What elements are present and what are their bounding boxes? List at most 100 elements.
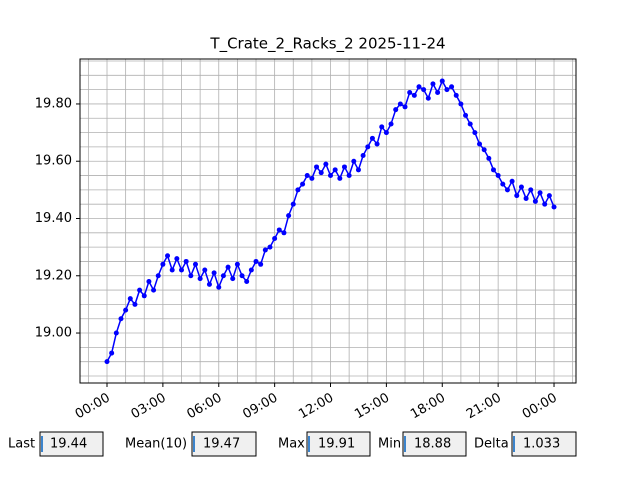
x-tick-label: 15:00 <box>352 391 392 423</box>
data-point <box>286 213 292 219</box>
plot-frame <box>79 58 577 384</box>
data-point <box>197 276 203 282</box>
y-tick-label: 19.00 <box>35 326 72 341</box>
data-point <box>472 130 478 136</box>
data-point <box>151 287 157 293</box>
x-tick-label: 00:00 <box>73 391 113 423</box>
data-point <box>532 198 538 204</box>
data-point <box>314 164 320 170</box>
data-point <box>281 230 287 236</box>
data-point <box>439 78 445 84</box>
data-point <box>109 350 115 356</box>
data-point <box>346 173 352 179</box>
data-point <box>351 158 357 164</box>
data-point <box>272 236 278 242</box>
data-point <box>397 101 403 107</box>
data-point <box>458 101 464 107</box>
data-point <box>546 193 552 199</box>
data-point <box>127 296 133 302</box>
data-point <box>355 167 361 173</box>
data-point <box>113 330 119 336</box>
data-point <box>137 287 143 293</box>
x-tick-label: 09:00 <box>240 391 280 423</box>
data-point <box>323 161 329 167</box>
data-point <box>276 227 282 233</box>
data-point <box>309 175 315 181</box>
data-point <box>160 261 166 267</box>
data-point <box>234 261 240 267</box>
data-point <box>374 141 380 147</box>
data-point <box>290 201 296 207</box>
data-point <box>369 135 375 141</box>
data-point <box>132 301 138 307</box>
data-point <box>239 273 245 279</box>
data-point <box>300 181 306 187</box>
data-point <box>211 270 217 276</box>
data-point <box>444 87 450 93</box>
data-point <box>411 92 417 98</box>
data-point <box>425 95 431 101</box>
stat-box[interactable] <box>511 431 577 457</box>
data-point <box>328 173 334 179</box>
data-point <box>202 267 208 273</box>
x-tick-label: 18:00 <box>408 391 448 423</box>
stat-label: Mean(10) <box>125 437 187 452</box>
stat-value: 19.91 <box>318 437 355 452</box>
stat-box[interactable] <box>306 431 371 457</box>
data-point <box>341 164 347 170</box>
stat-value: 18.88 <box>414 437 451 452</box>
stats-bar: Last 19.44 Mean(10) 19.47 Max 19.91 Min … <box>8 431 577 457</box>
data-point <box>500 181 506 187</box>
data-point <box>206 281 212 287</box>
stat-label: Max <box>278 437 305 452</box>
data-point <box>216 284 222 290</box>
data-point <box>118 316 124 322</box>
x-tick-label: 06:00 <box>185 391 225 423</box>
data-point <box>537 190 543 196</box>
stat-value: 19.44 <box>50 437 87 452</box>
stat-label: Last <box>8 437 35 452</box>
chart-title: T_Crate_2_Racks_2 2025-11-24 <box>209 35 445 54</box>
data-point <box>379 124 385 130</box>
data-point <box>165 253 171 259</box>
data-point <box>123 307 129 313</box>
data-point <box>244 278 250 284</box>
y-tick-label: 19.80 <box>35 96 72 111</box>
data-point <box>407 90 413 96</box>
data-point <box>416 84 422 90</box>
data-point <box>262 247 268 253</box>
data-point <box>360 152 366 158</box>
data-point <box>514 193 520 199</box>
x-tick-label: 21:00 <box>464 391 504 423</box>
data-point <box>318 170 324 176</box>
x-tick-label: 12:00 <box>296 391 336 423</box>
y-tick-label: 19.20 <box>35 268 72 283</box>
data-point <box>179 267 185 273</box>
data-point <box>169 267 175 273</box>
data-point <box>188 273 194 279</box>
data-point <box>490 167 496 173</box>
stat-label: Delta <box>474 437 509 452</box>
data-point <box>551 204 557 210</box>
stat-value: 19.47 <box>203 437 240 452</box>
data-point <box>104 359 110 365</box>
data-point <box>542 201 548 207</box>
data-point <box>504 187 510 193</box>
data-point <box>248 267 254 273</box>
y-tick-label: 19.60 <box>35 154 72 169</box>
data-point <box>155 273 161 279</box>
data-point <box>495 173 501 179</box>
stat-box[interactable] <box>191 431 257 457</box>
data-point <box>141 293 147 299</box>
data-point <box>481 147 487 153</box>
stat-box[interactable] <box>402 431 467 457</box>
data-point <box>174 256 180 262</box>
data-point <box>528 187 534 193</box>
stat-label: Min <box>378 437 401 452</box>
data-point <box>267 244 273 250</box>
stat-box[interactable] <box>39 431 104 457</box>
data-point <box>453 92 459 98</box>
data-point <box>509 178 515 184</box>
data-point <box>435 90 441 96</box>
